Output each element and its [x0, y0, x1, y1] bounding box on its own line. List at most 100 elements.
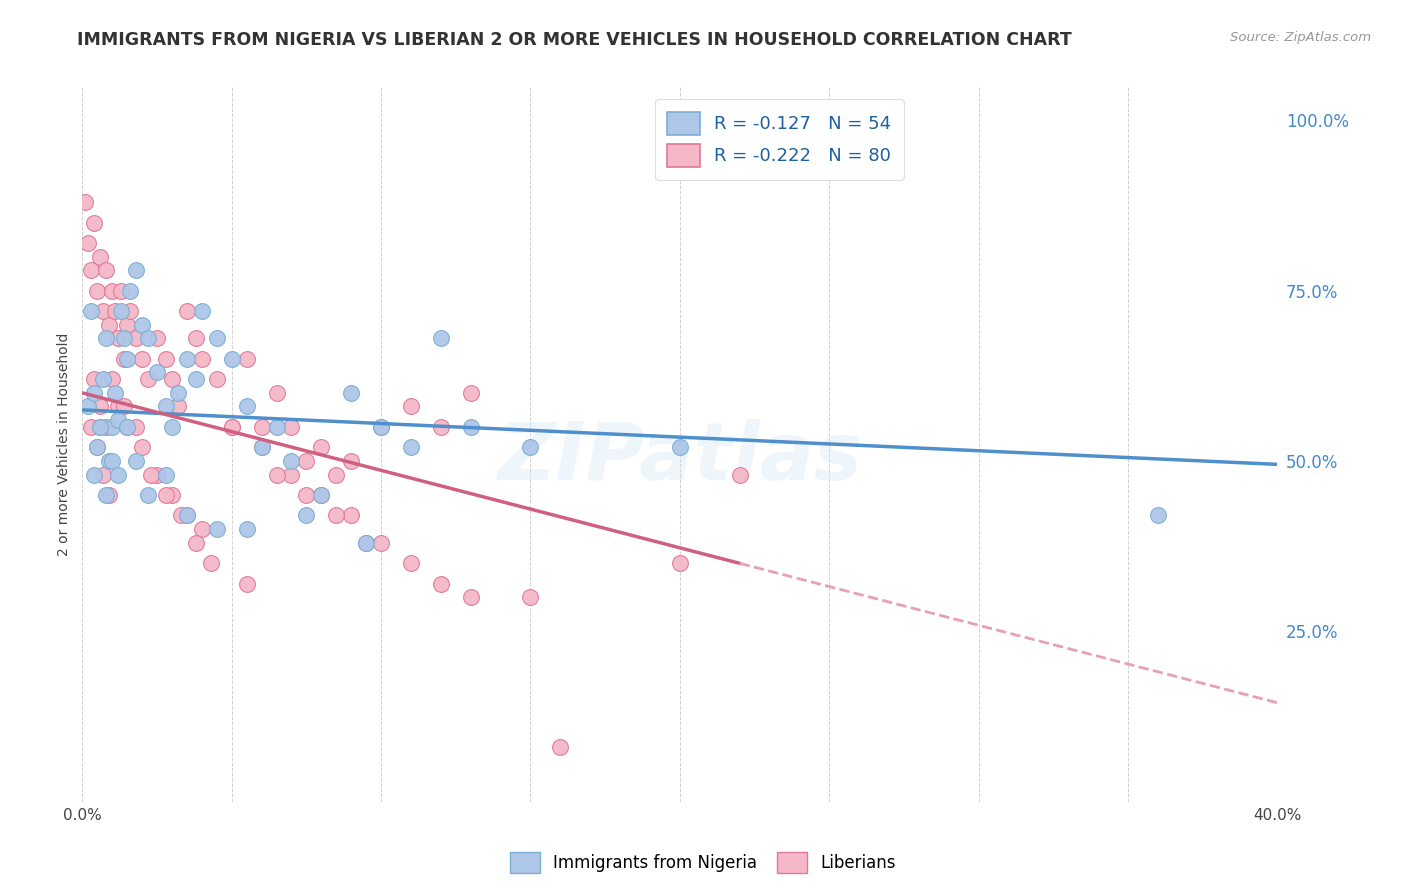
Point: [110, 304, 132, 318]
Text: ZIPatlas: ZIPatlas: [498, 419, 862, 497]
Point: [83, 372, 105, 386]
Point: [80, 263, 103, 277]
Point: [136, 488, 159, 502]
Point: [399, 556, 422, 570]
Point: [104, 385, 127, 400]
Point: [107, 413, 129, 427]
Point: [146, 467, 169, 482]
Point: [86, 441, 108, 455]
Point: [221, 420, 243, 434]
Point: [266, 385, 288, 400]
Point: [221, 420, 243, 434]
Point: [155, 467, 177, 482]
Point: [295, 454, 318, 468]
Point: [519, 591, 541, 605]
Point: [295, 508, 318, 523]
Point: [191, 304, 214, 318]
Y-axis label: 2 or more Vehicles in Household: 2 or more Vehicles in Household: [58, 332, 72, 556]
Point: [101, 420, 124, 434]
Point: [115, 420, 138, 434]
Point: [101, 454, 124, 468]
Point: [311, 441, 333, 455]
Point: [75, 195, 97, 210]
Point: [112, 331, 135, 345]
Point: [80, 420, 103, 434]
Point: [112, 351, 135, 366]
Point: [460, 420, 482, 434]
Point: [120, 284, 142, 298]
Point: [146, 366, 169, 380]
Point: [280, 454, 302, 468]
Point: [155, 400, 177, 414]
Point: [125, 331, 148, 345]
Point: [235, 351, 257, 366]
Point: [101, 372, 124, 386]
Point: [184, 372, 207, 386]
Point: [107, 400, 129, 414]
Point: [170, 508, 193, 523]
Point: [205, 372, 228, 386]
Point: [266, 467, 288, 482]
Point: [131, 441, 153, 455]
Point: [86, 284, 108, 298]
Point: [89, 400, 111, 414]
Point: [89, 420, 111, 434]
Point: [107, 331, 129, 345]
Point: [160, 372, 183, 386]
Point: [235, 576, 257, 591]
Point: [98, 488, 121, 502]
Point: [83, 467, 105, 482]
Point: [131, 318, 153, 332]
Point: [184, 331, 207, 345]
Point: [399, 441, 422, 455]
Point: [340, 454, 363, 468]
Point: [266, 420, 288, 434]
Point: [430, 331, 453, 345]
Point: [110, 284, 132, 298]
Point: [115, 351, 138, 366]
Point: [77, 400, 100, 414]
Point: [460, 385, 482, 400]
Point: [96, 488, 118, 502]
Point: [176, 508, 198, 523]
Point: [155, 488, 177, 502]
Point: [83, 216, 105, 230]
Point: [669, 441, 692, 455]
Point: [104, 304, 127, 318]
Point: [176, 508, 198, 523]
Point: [77, 235, 100, 250]
Legend: Immigrants from Nigeria, Liberians: Immigrants from Nigeria, Liberians: [503, 846, 903, 880]
Point: [83, 385, 105, 400]
Point: [167, 385, 190, 400]
Point: [340, 508, 363, 523]
Point: [325, 467, 347, 482]
Point: [146, 331, 169, 345]
Point: [370, 535, 392, 549]
Point: [96, 420, 118, 434]
Point: [120, 304, 142, 318]
Point: [370, 420, 392, 434]
Point: [115, 318, 138, 332]
Text: Source: ZipAtlas.com: Source: ZipAtlas.com: [1230, 31, 1371, 45]
Point: [160, 420, 183, 434]
Point: [221, 351, 243, 366]
Point: [125, 454, 148, 468]
Point: [125, 420, 148, 434]
Point: [107, 467, 129, 482]
Point: [728, 467, 751, 482]
Point: [139, 467, 162, 482]
Point: [311, 488, 333, 502]
Point: [89, 420, 111, 434]
Point: [80, 304, 103, 318]
Point: [460, 591, 482, 605]
Point: [91, 467, 114, 482]
Point: [250, 441, 273, 455]
Point: [280, 467, 302, 482]
Point: [311, 488, 333, 502]
Point: [96, 331, 118, 345]
Point: [235, 400, 257, 414]
Point: [131, 351, 153, 366]
Point: [430, 576, 453, 591]
Text: IMMIGRANTS FROM NIGERIA VS LIBERIAN 2 OR MORE VEHICLES IN HOUSEHOLD CORRELATION : IMMIGRANTS FROM NIGERIA VS LIBERIAN 2 OR…: [77, 31, 1073, 49]
Point: [91, 372, 114, 386]
